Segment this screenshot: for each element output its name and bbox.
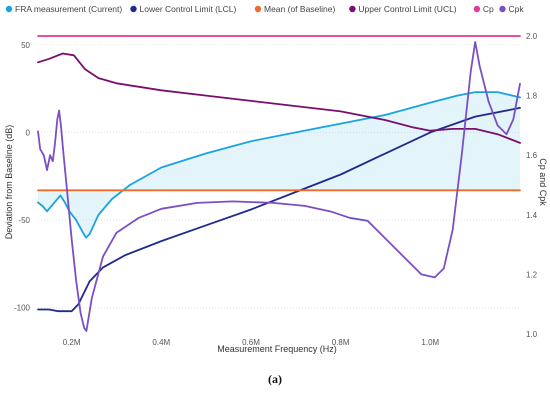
legend-label: Cpk	[509, 4, 525, 14]
legend: FRA measurement (Current) Lower Control L…	[5, 4, 524, 14]
legend-label: Cp	[483, 4, 494, 14]
x-axis-title: Measurement Frequency (Hz)	[217, 344, 337, 354]
y-right-tick-label-2: 1.6	[526, 151, 538, 160]
legend-marker	[349, 5, 356, 13]
legend-marker	[499, 5, 506, 13]
y-left-tick-label-2: -50	[18, 216, 30, 225]
y-left-tick-label-0: 50	[21, 41, 30, 50]
legend-label: Lower Control Limit (LCL)	[140, 4, 237, 14]
legend-item-cpk: Cpk	[499, 4, 524, 14]
series-area-fra-measurement-current	[38, 92, 520, 238]
legend-item-mean-of-baseline: Mean (of Baseline)	[254, 4, 336, 14]
y-axis-left-title: Deviation from Baseline (dB)	[4, 125, 14, 240]
legend-marker	[130, 5, 137, 13]
x-tick-label-1: 0.4M	[152, 338, 170, 347]
x-tick-label-0: 0.2M	[63, 338, 81, 347]
legend-item-upper-control-limit-ucl: Upper Control Limit (UCL)	[349, 4, 457, 14]
legend-item-cp: Cp	[473, 4, 494, 14]
legend-label: Mean (of Baseline)	[264, 4, 336, 14]
x-tick-label-4: 1.0M	[421, 338, 439, 347]
legend-item-fra-measurement-current: FRA measurement (Current)	[5, 4, 122, 14]
x-tick-label-3: 0.8M	[332, 338, 350, 347]
gridlines	[38, 44, 520, 309]
legend-item-lower-control-limit-lcl: Lower Control Limit (LCL)	[130, 4, 237, 14]
y-right-tick-label-3: 1.4	[526, 211, 538, 220]
tick-labels: 0.2M 0.4M 0.6M 0.8M 1.0M 50 0 -50 -100 2.0 1.8 1.6 1…	[14, 32, 538, 347]
legend-marker	[5, 5, 13, 13]
y-axis-right-title: Cp and Cpk	[538, 158, 548, 206]
y-left-tick-label-1: 0	[26, 128, 31, 137]
series-line-lower-control-limit-lcl	[37, 107, 521, 313]
y-right-tick-label-1: 1.8	[526, 92, 538, 101]
y-right-tick-label-0: 2.0	[526, 32, 538, 41]
x-tick-label-2: 0.6M	[242, 338, 260, 347]
series-line-cpk	[37, 41, 521, 332]
legend-label: Upper Control Limit (UCL)	[358, 4, 456, 14]
legend-marker	[473, 5, 481, 13]
y-left-tick-label-3: -100	[14, 304, 31, 313]
figure-caption: (a)	[268, 372, 282, 386]
legend-label: FRA measurement (Current)	[15, 4, 122, 14]
series-line-fra-measurement-current	[37, 91, 521, 239]
y-right-tick-label-5: 1.0	[526, 330, 538, 339]
legend-marker	[254, 5, 262, 13]
series-line-upper-control-limit-ucl	[37, 52, 521, 144]
y-right-tick-label-4: 1.2	[526, 270, 538, 279]
series-layer	[37, 35, 521, 332]
